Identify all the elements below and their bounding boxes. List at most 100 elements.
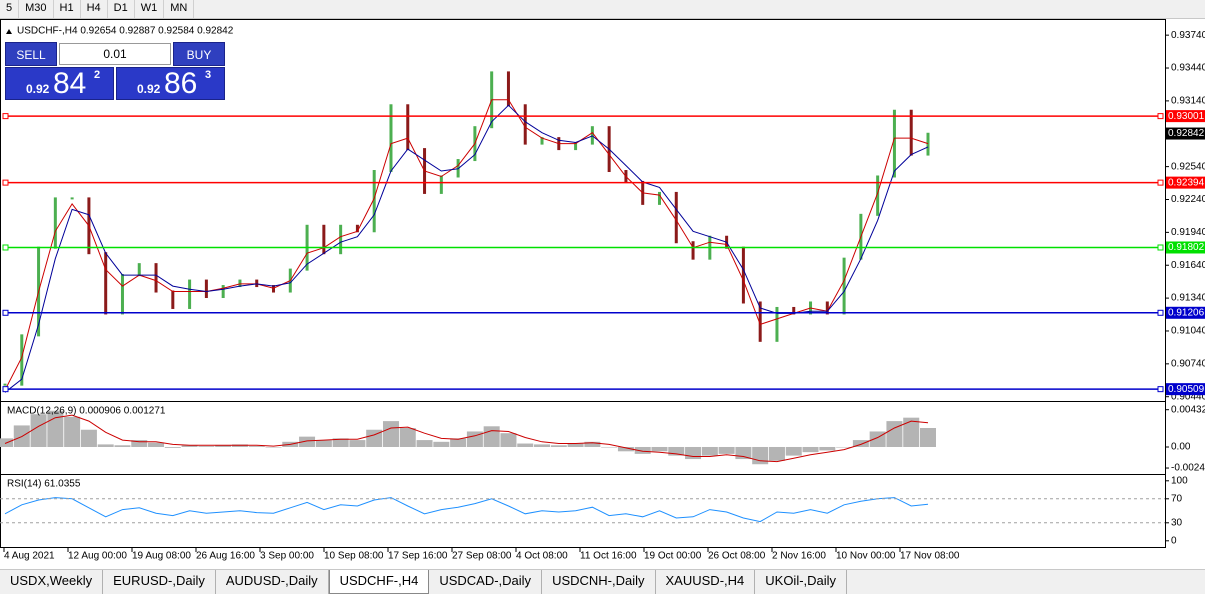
- panel-title: RSI(14) 61.0355: [7, 479, 81, 490]
- level-label-box: [1166, 306, 1205, 319]
- histogram-bar: [315, 440, 332, 447]
- y-tick-label: 0.91640: [1171, 260, 1205, 271]
- level-handle: [1157, 386, 1164, 393]
- price-bar: [741, 246, 745, 304]
- buy-button[interactable]: BUY: [173, 42, 225, 66]
- histogram-bar: [634, 446, 651, 454]
- indicator-line: [4, 99, 929, 391]
- y-tick-label: 0: [1171, 535, 1177, 546]
- current-price-label: 0.92842: [1168, 128, 1205, 139]
- histogram-bar: [64, 416, 81, 447]
- price-bar: [322, 224, 326, 255]
- level-handle: [2, 309, 9, 316]
- histogram-bar: [349, 440, 366, 447]
- y-tick-label: 100: [1171, 475, 1188, 486]
- y-tick-label: 70: [1171, 493, 1183, 504]
- price-bar: [154, 263, 158, 293]
- timeframe-button[interactable]: H1: [54, 0, 81, 18]
- histogram-bar: [668, 446, 685, 456]
- histogram-bar: [534, 444, 551, 447]
- price-bar: [171, 290, 175, 309]
- y-tick-label: 0.93140: [1171, 96, 1205, 107]
- price-bar: [909, 109, 913, 156]
- histogram-bar: [248, 446, 265, 447]
- price-bar: [792, 306, 796, 315]
- price-bar: [389, 104, 393, 173]
- histogram-bar: [382, 421, 399, 447]
- price-bar: [3, 383, 7, 386]
- level-label: 0.91802: [1168, 242, 1205, 253]
- timeframe-button[interactable]: H4: [81, 0, 108, 18]
- level-label-box: [1166, 383, 1205, 396]
- histogram-bar: [903, 417, 920, 447]
- timeframe-button[interactable]: M30: [19, 0, 54, 18]
- ask-quote[interactable]: 0.92 86 3: [116, 67, 225, 100]
- histogram-bar: [399, 428, 416, 447]
- bid-small: 2: [94, 69, 101, 81]
- y-tick-label: 0.93740: [1171, 30, 1205, 41]
- price-bar: [70, 197, 74, 200]
- price-bar: [120, 274, 124, 315]
- histogram-bar: [601, 446, 618, 448]
- x-tick-label: 27 Sep 08:00: [452, 551, 512, 562]
- y-tick-label: 30: [1171, 517, 1183, 528]
- histogram-bar: [718, 446, 735, 454]
- level-handle: [2, 179, 9, 186]
- histogram-bar: [416, 440, 433, 447]
- current-price-box: [1166, 127, 1205, 140]
- histogram-bar: [701, 446, 718, 456]
- x-tick-label: 26 Oct 08:00: [708, 551, 766, 562]
- timeframe-button[interactable]: 5: [0, 0, 20, 18]
- chart-tab[interactable]: UKOil-,Daily: [755, 570, 848, 594]
- histogram-bar: [466, 431, 483, 447]
- x-tick-label: 4 Aug 2021: [4, 551, 55, 562]
- histogram-bar: [114, 445, 131, 447]
- x-tick-label: 4 Oct 08:00: [516, 551, 568, 562]
- price-bar: [204, 279, 208, 299]
- timeframe-button[interactable]: MN: [164, 0, 195, 18]
- y-tick-label: 0.004323: [1171, 404, 1205, 415]
- y-tick-label: 0.91940: [1171, 227, 1205, 238]
- x-tick-label: 2 Nov 16:00: [772, 551, 826, 562]
- chart-tab[interactable]: USDX,Weekly: [0, 570, 104, 594]
- price-bar: [53, 197, 57, 249]
- level-label: 0.92394: [1168, 177, 1205, 188]
- price-bar: [657, 191, 661, 205]
- y-tick-label: 0.93440: [1171, 63, 1205, 74]
- price-bar: [339, 224, 343, 255]
- bid-quote[interactable]: 0.92 84 2: [5, 67, 114, 100]
- price-bar: [372, 170, 376, 233]
- chart-tab[interactable]: AUDUSD-,Daily: [216, 570, 329, 594]
- histogram-bar: [685, 446, 702, 460]
- chart-tab[interactable]: USDCNH-,Daily: [542, 570, 656, 594]
- lot-input[interactable]: 0.01: [59, 43, 171, 65]
- chart-tab[interactable]: USDCHF-,H4: [328, 570, 430, 594]
- chart-tab[interactable]: USDCAD-,Daily: [429, 570, 543, 594]
- sell-button[interactable]: SELL: [5, 42, 57, 66]
- one-click-trading: SELL 0.01 BUY 0.92 84 2 0.92 86 3: [5, 42, 225, 100]
- x-tick-label: 10 Sep 08:00: [324, 551, 384, 562]
- level-label-box: [1166, 241, 1205, 254]
- timeframe-button[interactable]: W1: [135, 0, 165, 18]
- histogram-bar: [433, 441, 450, 447]
- histogram-bar: [550, 445, 567, 447]
- collapse-arrow: [6, 29, 12, 34]
- y-tick-label: 0.90440: [1171, 391, 1205, 402]
- price-bar: [272, 285, 276, 293]
- timeframe-button[interactable]: D1: [108, 0, 135, 18]
- y-tick-label: 0.00: [1171, 442, 1191, 453]
- level-handle: [1157, 179, 1164, 186]
- histogram-bar: [131, 440, 148, 447]
- price-bar: [506, 71, 510, 107]
- price-bar: [842, 257, 846, 315]
- indicator-line: [4, 414, 929, 463]
- chart-tab[interactable]: EURUSD-,Daily: [103, 570, 216, 594]
- x-tick-label: 12 Aug 00:00: [68, 551, 127, 562]
- level-handle: [2, 386, 9, 393]
- histogram-bar: [785, 446, 802, 456]
- price-bar: [876, 175, 880, 216]
- x-tick-label: 17 Nov 08:00: [900, 551, 960, 562]
- level-label: 0.90509: [1168, 384, 1205, 395]
- chart-tab[interactable]: XAUUSD-,H4: [656, 570, 756, 594]
